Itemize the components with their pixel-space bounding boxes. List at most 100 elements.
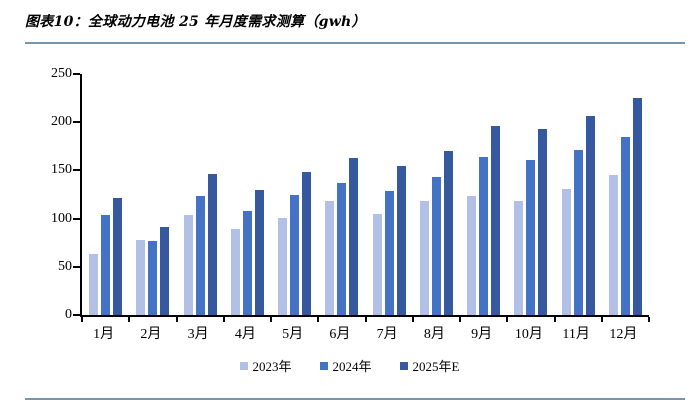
bar <box>89 254 99 315</box>
bar <box>160 227 170 315</box>
y-tick-mark <box>73 73 80 75</box>
bar <box>538 128 548 315</box>
x-axis-label: 12月 <box>609 327 638 342</box>
x-tick-mark <box>600 317 603 322</box>
x-tick-mark <box>270 317 272 322</box>
bar-groups <box>82 74 649 315</box>
bar <box>207 174 217 315</box>
x-tick-mark <box>411 317 414 322</box>
bar <box>561 188 571 315</box>
bar <box>242 210 252 315</box>
x-axis-label: 2月 <box>140 327 162 342</box>
bar <box>254 189 264 315</box>
title-divider-line <box>25 42 685 44</box>
bar <box>384 190 394 315</box>
bar-group <box>555 116 602 315</box>
bar <box>443 151 453 315</box>
x-axis-label: 4月 <box>234 327 256 342</box>
bar <box>337 182 347 315</box>
x-tick-mark <box>553 317 556 322</box>
legend-label: 2025年E <box>412 359 460 374</box>
x-tick-mark <box>364 317 367 322</box>
bar-group <box>507 128 554 315</box>
bar <box>230 229 240 315</box>
bar <box>113 198 123 315</box>
bar-group <box>271 172 318 315</box>
x-tick-mark <box>175 317 178 322</box>
y-tick-label: 100 <box>51 210 72 226</box>
bar-group <box>318 157 365 315</box>
y-tick-mark <box>73 217 80 220</box>
legend: 2023年 2024年 2025年E <box>0 356 699 375</box>
x-tick-mark <box>222 317 225 322</box>
bar <box>148 240 158 315</box>
x-tick-mark <box>317 317 320 322</box>
bar <box>467 196 477 315</box>
legend-swatch-icon <box>239 361 248 370</box>
x-tick-mark <box>128 317 131 322</box>
x-axis-labels: 1月 2月 3月 4月 5月 6月 7月 8月 9月 10月 11月 12月 <box>80 323 647 343</box>
bar <box>183 214 193 315</box>
x-axis-label: 5月 <box>282 327 304 342</box>
bar <box>491 126 501 315</box>
x-axis-label: 7月 <box>376 327 398 342</box>
bar <box>278 217 288 315</box>
bar <box>632 98 642 315</box>
bar <box>101 214 111 315</box>
x-axis-label: 6月 <box>329 327 351 342</box>
chart-title: 图表10：全球动力电池 25 年月度需求测算（gwh） <box>25 14 366 30</box>
footer-divider-line <box>25 398 685 400</box>
y-tick-mark <box>73 265 80 268</box>
bar-group <box>413 151 460 315</box>
bar <box>195 196 205 315</box>
x-axis-label: 1月 <box>93 327 115 342</box>
y-axis: 0 50 100 150 200 250 <box>26 66 72 322</box>
legend-item: 2025年E <box>399 356 460 375</box>
bar <box>514 201 524 315</box>
legend-label: 2023年 <box>252 359 292 374</box>
bar <box>479 156 489 315</box>
bar-group <box>366 165 413 315</box>
bar <box>396 165 406 315</box>
legend-swatch-icon <box>399 361 408 370</box>
x-axis-label: 9月 <box>471 327 493 342</box>
bar <box>585 116 595 315</box>
bar-group <box>82 198 129 315</box>
y-tick-mark <box>73 314 80 316</box>
legend-item: 2024年 <box>319 356 372 375</box>
bar-group <box>129 227 176 315</box>
x-tick-mark <box>648 317 650 322</box>
bar <box>372 213 382 315</box>
bar <box>573 150 583 315</box>
bar-group <box>460 126 507 315</box>
x-tick-mark <box>459 317 461 322</box>
x-axis-label: 10月 <box>514 327 543 342</box>
legend-item: 2023年 <box>239 356 292 375</box>
y-tick-label: 150 <box>51 162 72 178</box>
bar <box>136 239 146 315</box>
y-tick-label: 200 <box>51 114 72 130</box>
x-axis-label: 3月 <box>187 327 209 342</box>
bar <box>620 136 630 315</box>
legend-label: 2024年 <box>332 359 372 374</box>
x-axis-label: 8月 <box>423 327 445 342</box>
bar-group <box>177 174 224 315</box>
bar <box>349 157 359 315</box>
y-tick-label: 250 <box>51 66 72 81</box>
bar-group <box>224 189 271 315</box>
bar <box>419 201 429 315</box>
x-tick-mark <box>81 317 83 322</box>
bar <box>290 194 300 315</box>
bar-group <box>602 98 649 315</box>
y-tick-label: 0 <box>65 307 72 322</box>
bar <box>302 172 312 315</box>
bar <box>608 175 618 315</box>
x-tick-mark <box>506 317 509 322</box>
plot-area <box>73 73 650 322</box>
legend-swatch-icon <box>319 361 328 370</box>
y-tick-label: 50 <box>58 258 72 274</box>
x-axis-label: 11月 <box>562 327 590 342</box>
bar <box>431 177 441 315</box>
bar <box>325 201 335 315</box>
